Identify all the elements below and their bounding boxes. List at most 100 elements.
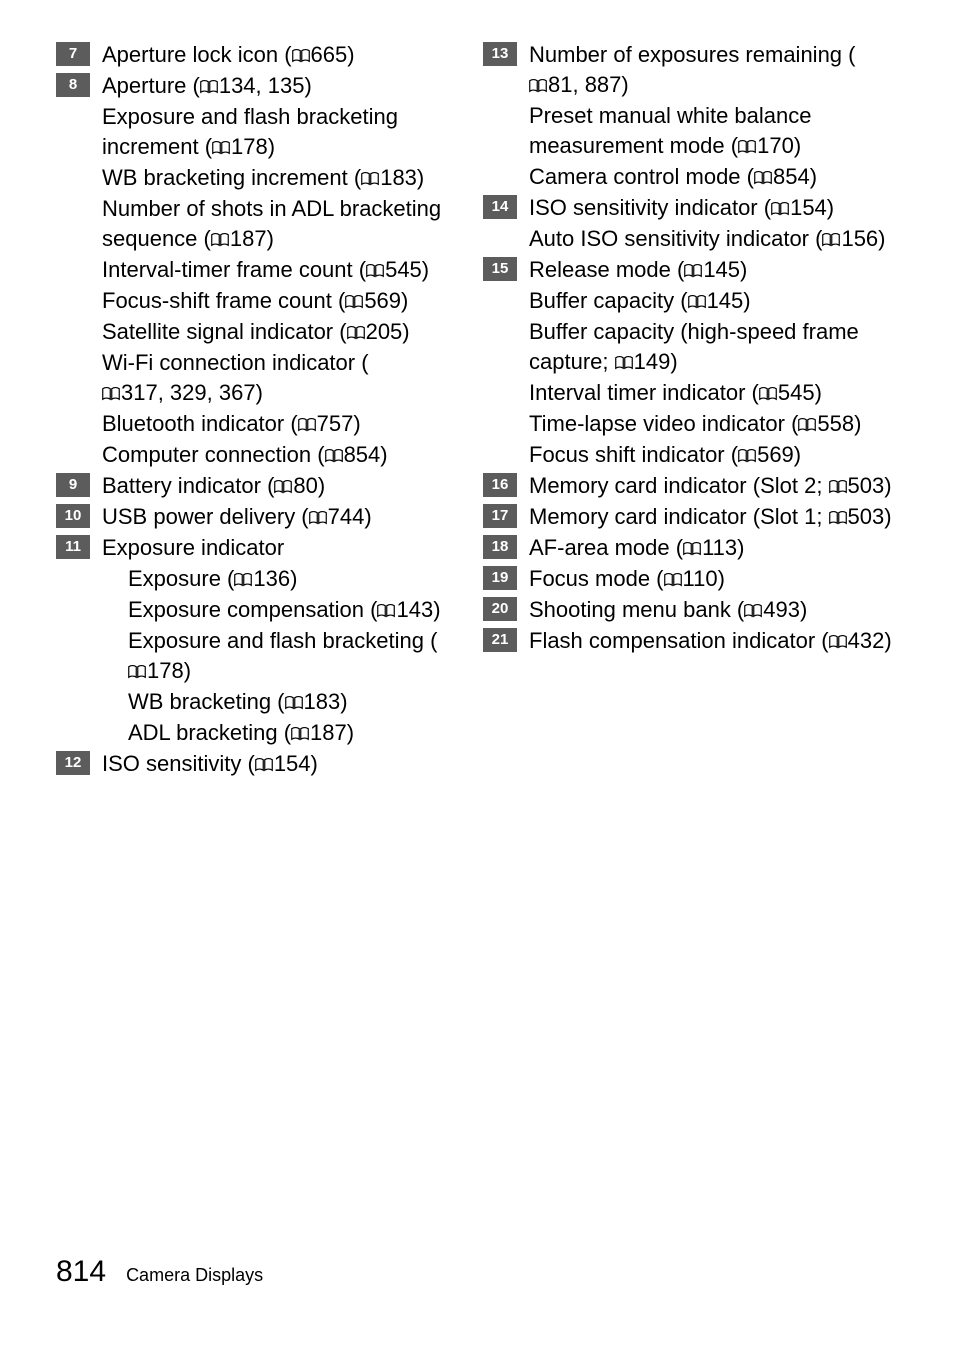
page-ref: 149 — [615, 347, 671, 377]
item-number: 17 — [483, 504, 517, 528]
item-text: ISO sensitivity (154) — [102, 749, 471, 779]
columns: 7 Aperture lock icon (665) 8 Aperture (134,… — [56, 40, 898, 780]
book-icon — [212, 141, 230, 155]
book-icon — [738, 449, 756, 463]
item-text: Satellite signal indicator (205) — [102, 317, 471, 347]
item-text: Shooting menu bank (493) — [529, 595, 898, 625]
book-icon — [829, 635, 847, 649]
page-ref-number: 503 — [848, 471, 885, 501]
book-icon — [325, 449, 343, 463]
book-icon — [291, 727, 309, 741]
page-ref-number: 854 — [773, 162, 810, 192]
book-icon — [377, 604, 395, 618]
book-icon — [361, 172, 379, 186]
item-number: 16 — [483, 473, 517, 497]
item-text: ISO sensitivity indicator (154) — [529, 193, 898, 223]
item-number: 19 — [483, 566, 517, 590]
book-icon — [829, 511, 847, 525]
list-item: Auto ISO sensitivity indicator (156) — [483, 224, 898, 254]
page-ref: 665 — [292, 40, 348, 70]
item-text: Preset manual white balance measurement … — [529, 101, 898, 161]
page-ref: 170 — [738, 131, 794, 161]
book-icon — [754, 171, 772, 185]
item-text: Aperture (134, 135) — [102, 71, 471, 101]
item-text: Exposure indicator — [102, 533, 471, 563]
list-item: Exposure compensation (143) — [56, 595, 471, 625]
book-icon — [102, 387, 120, 401]
list-item: 19Focus mode (110) — [483, 564, 898, 594]
page-ref-number: 187 — [230, 224, 267, 254]
book-icon — [292, 49, 310, 63]
book-icon — [128, 665, 146, 679]
item-number: 13 — [483, 42, 517, 66]
page-ref-number: 558 — [817, 409, 854, 439]
book-icon — [759, 387, 777, 401]
item-number: 7 — [56, 42, 90, 66]
page-ref: 558 — [798, 409, 854, 439]
page-ref: 503 — [829, 471, 885, 501]
book-icon — [771, 202, 789, 216]
list-item: 10USB power delivery (744) — [56, 502, 471, 532]
page-ref-number: 854 — [344, 440, 381, 470]
list-item: Focus shift indicator (569) — [483, 440, 898, 470]
item-number: 21 — [483, 628, 517, 652]
item-text: Wi-Fi connection indicator (317, 329, 36… — [102, 348, 471, 408]
page-ref-number: 80 — [293, 471, 317, 501]
book-icon — [366, 264, 384, 278]
list-item: 8 Aperture (134, 135) — [56, 71, 471, 101]
book-icon — [285, 696, 303, 710]
page-ref: 178 — [128, 656, 184, 686]
page-ref: 503 — [829, 502, 885, 532]
page-ref-number: 154 — [274, 749, 311, 779]
item-text: Aperture lock icon (665) — [102, 40, 471, 70]
list-item: 12 ISO sensitivity (154) — [56, 749, 471, 779]
item-text: Interval timer indicator (545) — [529, 378, 898, 408]
book-icon — [738, 140, 756, 154]
page-ref-number: 432 — [848, 626, 885, 656]
page-ref-number: 757 — [317, 409, 354, 439]
item-text: Buffer capacity (145) — [529, 286, 898, 316]
page-ref-number: 143 — [396, 595, 433, 625]
book-icon — [829, 480, 847, 494]
item-text: Exposure (136) — [102, 564, 471, 594]
page-ref-number: 113 — [702, 533, 737, 563]
list-item: 13Number of exposures remaining (81, 887… — [483, 40, 898, 100]
book-icon — [255, 758, 273, 772]
item-number: 12 — [56, 751, 90, 775]
item-number: 9 — [56, 473, 90, 497]
list-item: 7 Aperture lock icon (665) — [56, 40, 471, 70]
list-item: 20Shooting menu bank (493) — [483, 595, 898, 625]
page-ref: 183 — [285, 687, 341, 717]
item-text: Focus shift indicator (569) — [529, 440, 898, 470]
page-ref-number: 569 — [757, 440, 794, 470]
book-icon — [744, 604, 762, 618]
page-ref-number: 569 — [364, 286, 401, 316]
book-icon — [798, 418, 816, 432]
item-number: 14 — [483, 195, 517, 219]
page-ref-number: 178 — [231, 132, 268, 162]
item-number: 18 — [483, 535, 517, 559]
page-ref: 183 — [361, 163, 417, 193]
page-ref-number: 154 — [790, 193, 827, 223]
page-ref: 154 — [771, 193, 827, 223]
page-ref: 317, 329, 367 — [102, 378, 256, 408]
list-item: 16Memory card indicator (Slot 2; 503) — [483, 471, 898, 501]
list-item: Exposure and flash bracketing increment … — [56, 102, 471, 162]
item-text: Time-lapse video indicator (558) — [529, 409, 898, 439]
item-text: Computer connection (854) — [102, 440, 471, 470]
book-icon — [615, 356, 633, 370]
list-item: 14 ISO sensitivity indicator (154) — [483, 193, 898, 223]
item-text: WB bracketing increment (183) — [102, 163, 471, 193]
page-ref-number: 183 — [304, 687, 341, 717]
item-number: 8 — [56, 73, 90, 97]
page-ref: 569 — [738, 440, 794, 470]
item-text: Memory card indicator (Slot 1; 503) — [529, 502, 898, 532]
page-ref: 545 — [759, 378, 815, 408]
page-ref: 205 — [347, 317, 403, 347]
book-icon — [345, 295, 363, 309]
list-item: Focus-shift frame count (569) — [56, 286, 471, 316]
page-ref: 569 — [345, 286, 401, 316]
item-text: Exposure and flash bracketing increment … — [102, 102, 471, 162]
list-item: Interval timer indicator (545) — [483, 378, 898, 408]
item-text: Number of shots in ADL bracketing sequen… — [102, 194, 471, 254]
